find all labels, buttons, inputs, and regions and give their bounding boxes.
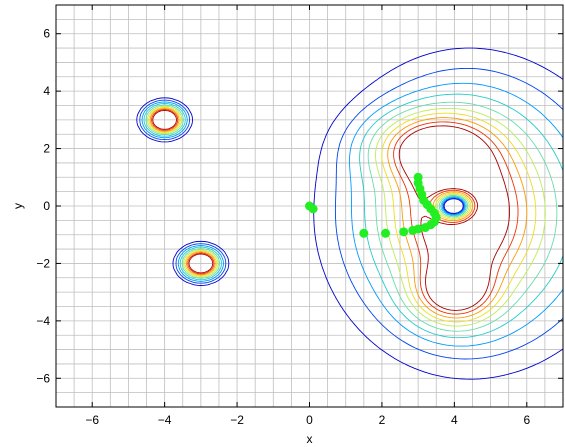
y-tick-label: −6 bbox=[36, 371, 50, 385]
x-tick-label: −4 bbox=[158, 413, 172, 427]
y-tick-label: 4 bbox=[43, 84, 50, 98]
y-axis-label: y bbox=[11, 203, 25, 209]
contour-level-3 bbox=[141, 82, 563, 347]
axis-ticks: −6 −4 −2 0 2 4 6 −6 −4 −2 0 2 4 6 bbox=[36, 5, 563, 427]
x-tick-label: −2 bbox=[230, 413, 244, 427]
contour-level-1 bbox=[136, 47, 563, 380]
contour-level-5 bbox=[145, 101, 558, 332]
contour-level-8 bbox=[149, 107, 528, 319]
y-tick-label: −4 bbox=[36, 314, 50, 328]
y-tick-label: 6 bbox=[43, 27, 50, 41]
x-tick-label: 6 bbox=[523, 413, 530, 427]
x-tick-label: 2 bbox=[379, 413, 386, 427]
x-tick-label: 4 bbox=[451, 413, 458, 427]
x-tick-label: 0 bbox=[306, 413, 313, 427]
path-points bbox=[305, 172, 441, 238]
path-point bbox=[308, 204, 318, 214]
contour-level-4 bbox=[143, 93, 563, 339]
contour-level-7 bbox=[148, 106, 537, 323]
contour-level-10 bbox=[152, 109, 511, 311]
y-tick-label: 2 bbox=[43, 142, 50, 156]
contour-level-2 bbox=[139, 67, 563, 360]
y-tick-label: −2 bbox=[36, 256, 50, 270]
y-tick-label: 0 bbox=[43, 199, 50, 213]
path-point bbox=[413, 224, 423, 234]
x-tick-label: −6 bbox=[85, 413, 99, 427]
grid bbox=[55, 4, 564, 408]
x-axis-label: x bbox=[307, 432, 313, 446]
path-point bbox=[399, 227, 409, 237]
contour-level-6 bbox=[147, 105, 546, 327]
path-point bbox=[381, 228, 391, 238]
contour-level-9 bbox=[151, 108, 519, 315]
path-point bbox=[413, 172, 423, 182]
path-point bbox=[359, 228, 369, 238]
contour-lines bbox=[136, 47, 563, 380]
